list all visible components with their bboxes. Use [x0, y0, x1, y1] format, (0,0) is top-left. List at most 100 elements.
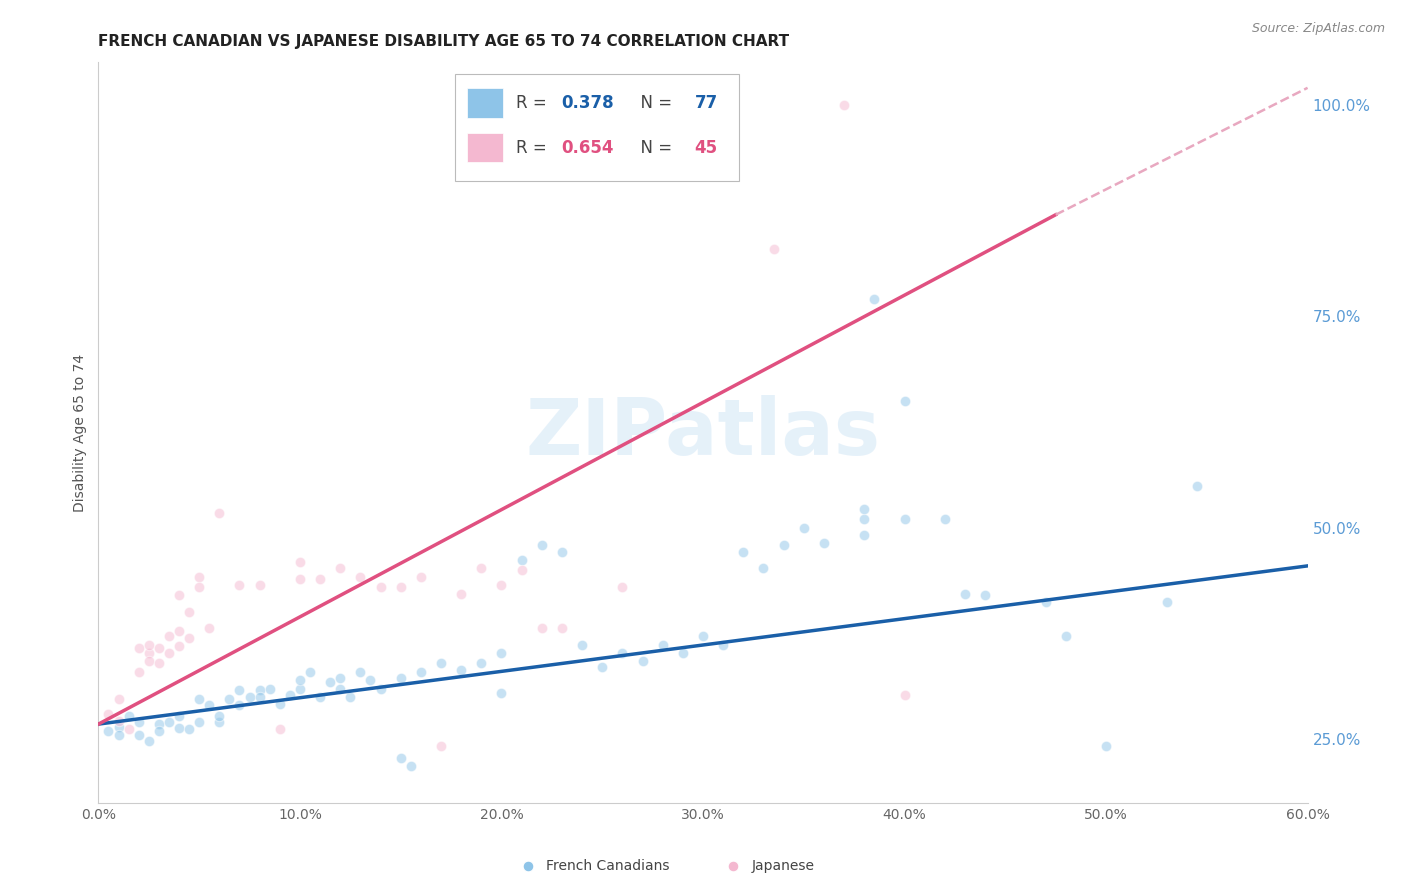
Point	[157, 629, 180, 643]
Point	[167, 640, 190, 654]
Point	[752, 561, 775, 575]
Point	[953, 587, 976, 601]
Text: 0.378: 0.378	[561, 95, 614, 112]
Text: ZIPatlas: ZIPatlas	[526, 394, 880, 471]
Text: Source: ZipAtlas.com: Source: ZipAtlas.com	[1251, 22, 1385, 36]
Point	[128, 728, 150, 742]
Text: 45: 45	[695, 138, 717, 157]
Text: R =: R =	[516, 95, 551, 112]
Point	[389, 580, 412, 594]
Point	[249, 683, 271, 698]
Point	[107, 728, 129, 742]
Point	[672, 646, 695, 660]
Point	[510, 563, 533, 577]
Point	[288, 681, 311, 696]
Text: 77: 77	[695, 95, 718, 112]
Point	[389, 751, 412, 765]
Point	[167, 708, 190, 723]
Point	[259, 681, 281, 696]
Point	[409, 570, 432, 584]
Point	[128, 715, 150, 730]
Point	[107, 714, 129, 728]
Point	[399, 759, 422, 773]
Text: FRENCH CANADIAN VS JAPANESE DISABILITY AGE 65 TO 74 CORRELATION CHART: FRENCH CANADIAN VS JAPANESE DISABILITY A…	[98, 34, 790, 49]
Point	[107, 691, 129, 706]
Point	[772, 538, 794, 552]
Point	[208, 708, 231, 723]
Point	[188, 580, 211, 594]
Point	[329, 672, 352, 686]
Point	[167, 589, 190, 603]
Point	[733, 544, 755, 558]
Point	[893, 393, 915, 408]
Point	[269, 697, 291, 711]
Text: French Canadians: French Canadians	[546, 859, 669, 872]
Point	[128, 665, 150, 679]
Point	[389, 672, 412, 686]
Point	[188, 691, 211, 706]
Point	[249, 690, 271, 704]
Point	[530, 538, 553, 552]
Point	[793, 521, 815, 535]
Point	[188, 715, 211, 730]
Point	[1095, 739, 1118, 753]
Point	[228, 578, 250, 592]
Point	[179, 722, 201, 736]
Point	[309, 690, 332, 704]
Point	[370, 580, 392, 594]
Point	[138, 734, 160, 748]
Point	[551, 544, 574, 558]
Point	[702, 165, 724, 179]
Point	[832, 97, 855, 112]
Point	[299, 665, 322, 679]
FancyBboxPatch shape	[456, 73, 740, 181]
Point	[853, 527, 876, 541]
Point	[118, 722, 141, 736]
Text: N =: N =	[630, 138, 678, 157]
FancyBboxPatch shape	[467, 133, 503, 162]
Point	[1054, 629, 1077, 643]
Point	[430, 656, 453, 670]
Point	[288, 572, 311, 586]
Point	[148, 640, 170, 655]
Point	[470, 656, 492, 670]
Point	[491, 646, 513, 660]
Point	[762, 242, 785, 256]
Point	[651, 638, 673, 652]
Point	[208, 715, 231, 730]
Point	[863, 293, 886, 307]
Point	[711, 638, 734, 652]
Point	[329, 561, 352, 575]
Point	[157, 646, 180, 660]
Point	[118, 708, 141, 723]
Point	[138, 655, 160, 669]
Point	[510, 553, 533, 567]
Point	[409, 665, 432, 679]
Point	[631, 655, 654, 669]
Point	[450, 663, 472, 677]
Text: R =: R =	[516, 138, 551, 157]
Point	[893, 689, 915, 703]
Point	[148, 723, 170, 738]
Point	[148, 656, 170, 670]
Point	[107, 720, 129, 734]
Point	[218, 691, 240, 706]
Point	[813, 536, 835, 550]
Point	[530, 621, 553, 635]
Point	[934, 512, 956, 526]
Point	[853, 502, 876, 516]
Point	[228, 698, 250, 713]
Point	[188, 570, 211, 584]
Point	[249, 578, 271, 592]
Point	[470, 561, 492, 575]
Point	[853, 512, 876, 526]
Point	[349, 570, 371, 584]
Point	[239, 690, 262, 704]
Point	[571, 638, 593, 652]
Point	[228, 683, 250, 698]
Text: N =: N =	[630, 95, 678, 112]
Point	[612, 580, 634, 594]
Point	[329, 681, 352, 696]
Point	[179, 631, 201, 645]
Point	[198, 621, 221, 635]
